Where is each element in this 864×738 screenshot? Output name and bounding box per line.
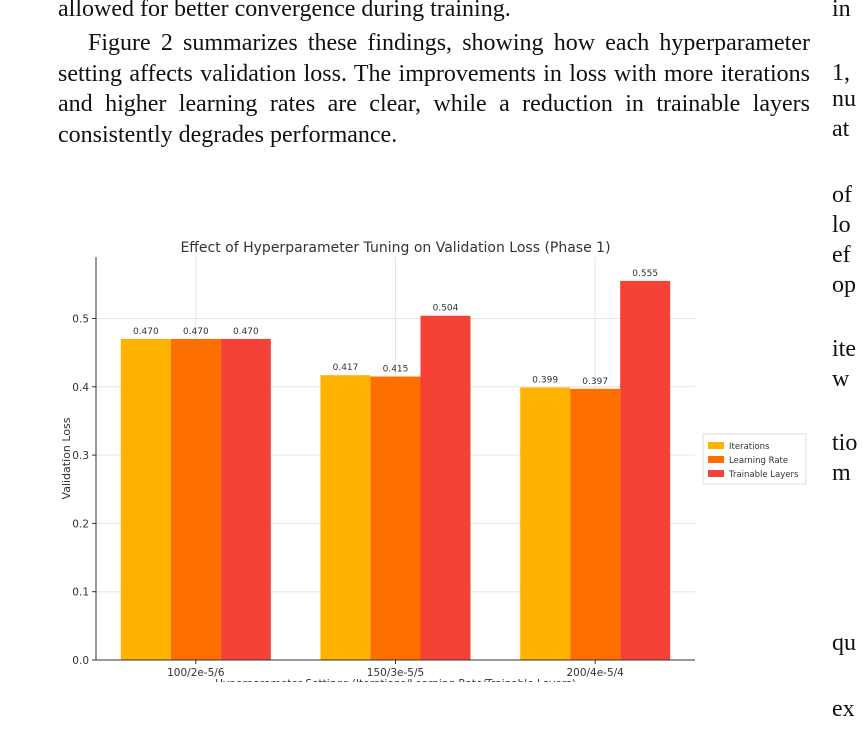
right-column-fragment: w [832, 366, 850, 392]
bar-value-label: 0.504 [433, 304, 459, 314]
text-line-prev: allowed for better convergence during tr… [58, 0, 511, 22]
bar-iterations [520, 387, 571, 660]
bar-value-label: 0.397 [582, 377, 608, 387]
figure-2: Effect of Hyperparameter Tuning on Valid… [58, 232, 818, 702]
y-tick-label: 0.5 [72, 313, 89, 325]
bar-value-label: 0.555 [632, 269, 658, 279]
right-column-fragment: ef [832, 242, 851, 268]
right-column-fragment: at [832, 116, 850, 142]
bar-value-label: 0.470 [133, 327, 159, 337]
y-tick-label: 0.1 [72, 587, 89, 599]
right-column-fragment: m [832, 460, 851, 486]
bar-value-label: 0.399 [532, 375, 558, 385]
y-tick-label: 0.2 [72, 518, 89, 530]
x-tick-label: 100/2e-5/6 [167, 667, 225, 679]
bar-value-label: 0.417 [333, 363, 359, 373]
y-tick-label: 0.0 [72, 655, 89, 667]
figure-summary-paragraph: Figure 2 summarizes these findings, show… [58, 30, 810, 148]
bar-chart: Effect of Hyperparameter Tuning on Valid… [60, 240, 807, 702]
y-tick-label: 0.3 [72, 450, 89, 462]
bar-value-label: 0.415 [383, 365, 409, 375]
bar-trainable-layers [620, 280, 671, 660]
right-column-fragment: in [832, 0, 851, 22]
legend-swatch [708, 442, 724, 449]
legend-swatch [708, 456, 724, 463]
bar-trainable-layers [420, 315, 471, 660]
bar-trainable-layers [220, 338, 271, 660]
legend-label: Trainable Layers [728, 470, 799, 480]
legend-swatch [708, 470, 724, 477]
bar-learning-rate [570, 388, 621, 660]
bar-learning-rate [370, 376, 421, 660]
right-column-fragment: nu [832, 86, 856, 112]
bar-value-label: 0.470 [183, 327, 209, 337]
bar-learning-rate [170, 338, 221, 660]
y-tick-label: 0.4 [72, 382, 89, 394]
right-column-fragment: ite [832, 336, 856, 362]
right-column-fragment: ex [832, 696, 855, 722]
bar-value-label: 0.470 [233, 327, 259, 337]
right-column-fragment: of [832, 182, 852, 208]
x-axis-label: Hyperparameter Settings (Iterations/Lear… [215, 678, 576, 682]
legend-label: Iterations [729, 442, 770, 452]
right-column-fragment: op [832, 272, 856, 298]
x-tick-label: 200/4e-5/4 [566, 667, 624, 679]
chart-title: Effect of Hyperparameter Tuning on Valid… [180, 240, 610, 256]
y-axis-label: Validation Loss [60, 417, 73, 499]
right-column-fragment: qu [832, 630, 856, 656]
right-column-fragment: tio [832, 430, 858, 456]
bar-iterations [320, 375, 371, 660]
right-column-fragment: lo [832, 212, 851, 238]
x-tick-label: 150/3e-5/5 [367, 667, 424, 679]
right-column-fragment: 1, [832, 60, 850, 86]
legend-label: Learning Rate [729, 456, 788, 466]
bar-iterations [120, 338, 171, 660]
